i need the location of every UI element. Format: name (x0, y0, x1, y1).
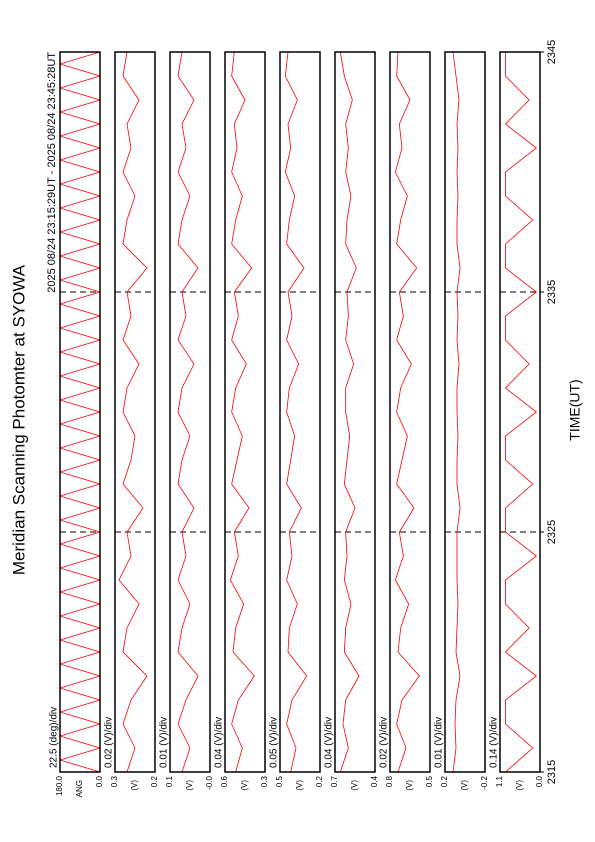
y-tick-label: 0.3 (260, 775, 269, 787)
x-tick-label: 2325 (546, 520, 558, 544)
y-tick-label: 0.6 (220, 775, 229, 787)
y-tick-label: 1.1 (495, 775, 504, 787)
panel-scale-label: 0.01 (V)/div (159, 717, 170, 768)
trace (339, 51, 360, 773)
y-tick-label: 0.4 (370, 775, 379, 787)
y-tick-label: 0.0 (95, 775, 104, 787)
y-tick-label: 0.5 (275, 775, 284, 787)
trace (284, 51, 308, 773)
x-axis-label: TIME(UT) (567, 379, 583, 440)
y-tick-label: -0.2 (480, 775, 489, 789)
y-axis-label: (V) (460, 780, 469, 791)
panel-frame (389, 51, 431, 773)
panel-scale-label: 0.05 (V)/div (269, 717, 280, 768)
panel-frame (444, 51, 486, 773)
chart-subtitle: 2025 08/24 23:15:29UT - 2025 08/24 23:45… (46, 52, 58, 293)
panel-frame (59, 51, 101, 773)
panel-frame (334, 51, 376, 773)
trace (229, 51, 255, 773)
x-tick-label: 2315 (546, 760, 558, 784)
y-axis-label: (V) (350, 780, 359, 791)
panel-scale-label: 0.01 (V)/div (434, 717, 445, 768)
trace (394, 51, 420, 773)
y-axis-label: (V) (295, 780, 304, 791)
y-tick-label: 180.0 (55, 775, 64, 796)
panel-scale-label: 0.02 (V)/div (104, 717, 115, 768)
y-axis-label: (V) (240, 780, 249, 791)
x-tick-label: 2345 (546, 40, 558, 64)
trace (58, 51, 102, 773)
panel-frame (224, 51, 266, 773)
panel-frame (499, 51, 541, 773)
panel-scale-label: 0.04 (V)/div (324, 717, 335, 768)
chart-title: Meridian Scanning Photomter at SYOWA (9, 264, 28, 575)
y-tick-label: 0.8 (385, 775, 394, 787)
y-axis-label: (V) (130, 780, 139, 791)
panel-frame (279, 51, 321, 773)
y-tick-label: 0.1 (165, 775, 174, 787)
y-tick-label: 0.5 (425, 775, 434, 787)
trace (504, 52, 538, 773)
y-tick-label: 0.3 (110, 775, 119, 787)
y-axis-label: (V) (515, 780, 524, 791)
y-tick-label: 0.2 (440, 775, 449, 787)
x-tick-label: 2335 (546, 280, 558, 304)
trace (452, 51, 461, 773)
panel-scale-label: 0.02 (V)/div (379, 717, 390, 768)
plot-area: Meridian Scanning Photomter at SYOWA 202… (9, 40, 582, 798)
trace (118, 51, 148, 773)
y-tick-label: 0.2 (150, 775, 159, 787)
y-tick-label: 0.0 (535, 775, 544, 787)
y-tick-label: 0.2 (315, 775, 324, 787)
trace (177, 51, 199, 773)
panel-scale-label: 0.14 (V)/div (489, 717, 500, 768)
y-tick-label: 0.7 (330, 775, 339, 787)
y-axis-label: (V) (185, 780, 194, 791)
panel-scale-label: 0.04 (V)/div (214, 717, 225, 768)
y-tick-label: -0.0 (205, 775, 214, 789)
panel-frame (114, 51, 156, 773)
panel-scale-label: 22.5 (deg)/div (49, 707, 60, 768)
y-axis-label: ANG (75, 780, 84, 797)
panel-frame (169, 51, 211, 773)
y-axis-label: (V) (405, 780, 414, 791)
